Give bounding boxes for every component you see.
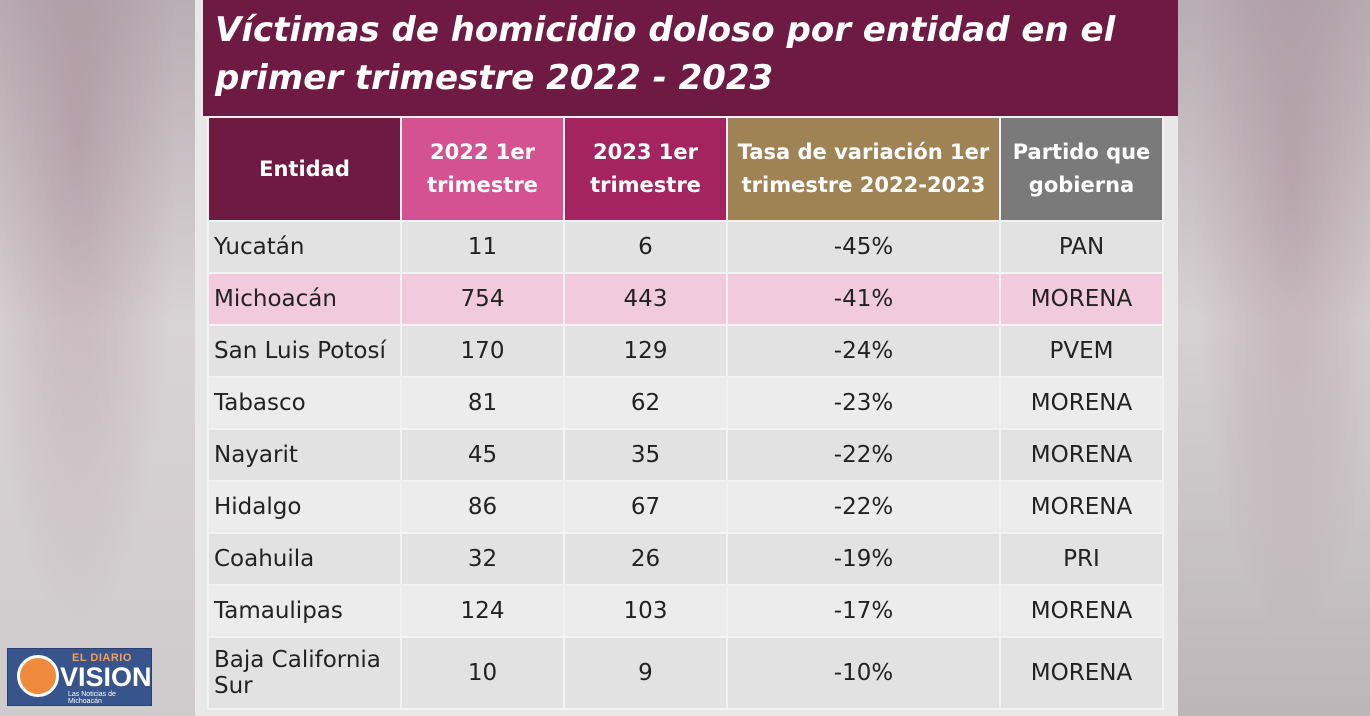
logo-sub-text: Las Noticias de Michoacán (68, 691, 116, 705)
header-2022: 2022 1er trimestre (400, 116, 565, 222)
cell-partido: MORENA (999, 584, 1164, 638)
infographic-card: Víctimas de homicidio doloso por entidad… (195, 0, 1178, 716)
cell-entidad: Tamaulipas (207, 584, 402, 638)
cell-tasa: -22% (726, 428, 1001, 482)
table-row: Hidalgo 86 67 -22% MORENA (207, 480, 1164, 534)
background-right (1175, 0, 1370, 716)
homicide-table: Entidad 2022 1er trimestre 2023 1er trim… (207, 116, 1164, 710)
cell-tasa: -10% (726, 636, 1001, 710)
table-row: Tabasco 81 62 -23% MORENA (207, 376, 1164, 430)
cell-entidad: Tabasco (207, 376, 402, 430)
cell-2022: 754 (400, 272, 565, 326)
logo-top-text: EL DIARIO (72, 652, 132, 664)
cell-tasa: -45% (726, 220, 1001, 274)
cell-partido: MORENA (999, 376, 1164, 430)
cell-2023: 35 (563, 428, 728, 482)
cell-tasa: -19% (726, 532, 1001, 586)
header-2023: 2023 1er trimestre (563, 116, 728, 222)
cell-2023: 103 (563, 584, 728, 638)
cell-entidad: Michoacán (207, 272, 402, 326)
cell-2022: 86 (400, 480, 565, 534)
cell-2022: 124 (400, 584, 565, 638)
cell-2023: 129 (563, 324, 728, 378)
cell-2023: 443 (563, 272, 728, 326)
cell-2022: 11 (400, 220, 565, 274)
cell-entidad: San Luis Potosí (207, 324, 402, 378)
cell-entidad: Nayarit (207, 428, 402, 482)
cell-entidad: Coahuila (207, 532, 402, 586)
cell-partido: MORENA (999, 428, 1164, 482)
cell-entidad: Yucatán (207, 220, 402, 274)
cell-2023: 26 (563, 532, 728, 586)
table-header-row: Entidad 2022 1er trimestre 2023 1er trim… (207, 116, 1164, 222)
cell-partido: PAN (999, 220, 1164, 274)
cell-partido: MORENA (999, 480, 1164, 534)
logo-main-text: VISION (60, 662, 152, 692)
table-row: Yucatán 11 6 -45% PAN (207, 220, 1164, 274)
cell-tasa: -23% (726, 376, 1001, 430)
cell-tasa: -41% (726, 272, 1001, 326)
header-partido: Partido que gobierna (999, 116, 1164, 222)
cell-partido: PVEM (999, 324, 1164, 378)
logo-circle-icon (17, 655, 59, 697)
cell-2023: 62 (563, 376, 728, 430)
cell-tasa: -24% (726, 324, 1001, 378)
cell-partido: PRI (999, 532, 1164, 586)
table-row: Tamaulipas 124 103 -17% MORENA (207, 584, 1164, 638)
table-row-highlighted: Michoacán 754 443 -41% MORENA (207, 272, 1164, 326)
header-entidad: Entidad (207, 116, 402, 222)
cell-2023: 9 (563, 636, 728, 710)
cell-partido: MORENA (999, 636, 1164, 710)
table-row: Baja California Sur 10 9 -10% MORENA (207, 636, 1164, 710)
cell-2022: 10 (400, 636, 565, 710)
table-row: Coahuila 32 26 -19% PRI (207, 532, 1164, 586)
cell-tasa: -17% (726, 584, 1001, 638)
el-diario-vision-logo: EL DIARIO VISION Las Noticias de Michoac… (7, 648, 152, 706)
cell-2023: 6 (563, 220, 728, 274)
cell-2022: 170 (400, 324, 565, 378)
cell-2023: 67 (563, 480, 728, 534)
cell-entidad: Baja California Sur (207, 636, 402, 710)
cell-entidad: Hidalgo (207, 480, 402, 534)
cell-2022: 81 (400, 376, 565, 430)
cell-tasa: -22% (726, 480, 1001, 534)
cell-2022: 45 (400, 428, 565, 482)
header-tasa-variacion: Tasa de variación 1er trimestre 2022-202… (726, 116, 1001, 222)
cell-partido: MORENA (999, 272, 1164, 326)
title-bar: Víctimas de homicidio doloso por entidad… (203, 0, 1178, 116)
background-left (0, 0, 195, 716)
cell-2022: 32 (400, 532, 565, 586)
table-row: Nayarit 45 35 -22% MORENA (207, 428, 1164, 482)
page-title: Víctimas de homicidio doloso por entidad… (215, 10, 1116, 98)
table-row: San Luis Potosí 170 129 -24% PVEM (207, 324, 1164, 378)
